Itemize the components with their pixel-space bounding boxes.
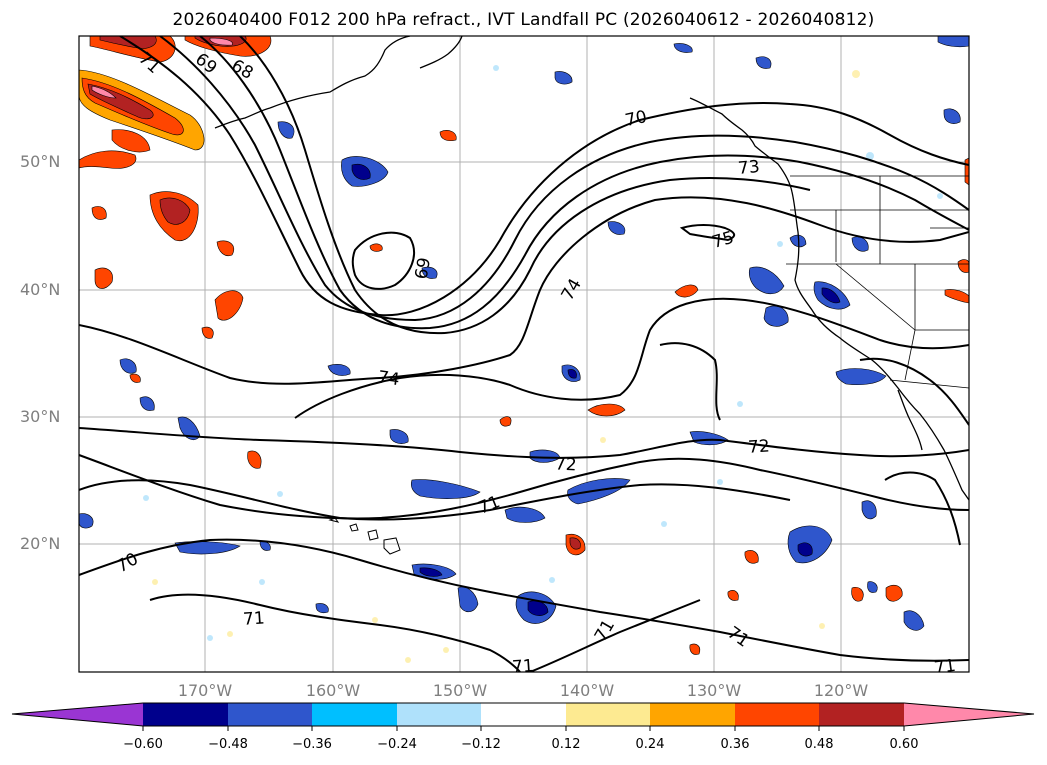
contour-label: 71 <box>242 608 265 629</box>
hawaii-islands <box>328 517 401 555</box>
lat-label-40n: 40°N <box>20 280 61 299</box>
political-borders <box>786 175 969 389</box>
colorbar-swatch <box>819 703 904 726</box>
colorbar-tick-label: 0.12 <box>551 737 581 752</box>
lon-label-170w: 170°W <box>177 681 233 700</box>
contour-label: 74 <box>377 367 401 390</box>
colorbar-tick-label: −0.60 <box>123 737 163 752</box>
colorbar-tick-label: −0.24 <box>377 737 417 752</box>
lon-label-150w: 150°W <box>432 681 488 700</box>
colorbar-tick-label: −0.48 <box>208 737 248 752</box>
map-frame <box>78 35 970 673</box>
contour-label: 72 <box>747 436 770 457</box>
lat-label-50n: 50°N <box>20 152 61 171</box>
colorbar-ticks <box>142 726 905 731</box>
contour-label: 70 <box>623 107 648 131</box>
contour-label: 73 <box>737 157 760 179</box>
colorbar-tick-label: 0.36 <box>720 737 750 752</box>
negative-anomaly-halos <box>143 65 943 641</box>
refractivity-contours <box>79 36 969 672</box>
colorbar-swatch <box>650 703 735 726</box>
colorbar-extend-high <box>904 703 1034 726</box>
colorbar-tick-label: 0.48 <box>804 737 834 752</box>
map-title: 2026040400 F012 200 hPa refract., IVT La… <box>172 10 875 30</box>
lat-label-20n: 20°N <box>20 534 61 553</box>
lon-label-140w: 140°W <box>559 681 615 700</box>
lon-label-130w: 130°W <box>686 681 742 700</box>
lon-label-120w: 120°W <box>813 681 869 700</box>
colorbar-tick-label: 0.60 <box>889 737 919 752</box>
colorbar-tick-label: 0.24 <box>635 737 665 752</box>
colorbar-swatch <box>735 703 819 726</box>
colorbar-swatch <box>566 703 650 726</box>
colorbar-tick-label: −0.36 <box>292 737 332 752</box>
positive-anomaly-patches <box>79 36 969 655</box>
map-background <box>79 36 969 672</box>
contour-label: 72 <box>554 454 577 475</box>
lat-label-30n: 30°N <box>20 407 61 426</box>
coastline <box>214 36 969 501</box>
colorbar-extend-low <box>12 703 143 726</box>
colorbar-swatch <box>481 703 566 726</box>
lon-label-160w: 160°W <box>305 681 361 700</box>
colorbar-swatch <box>228 703 312 726</box>
negative-anomaly-patches <box>79 36 969 631</box>
colorbar-tick-label: −0.12 <box>461 737 501 752</box>
colorbar-swatch <box>397 703 481 726</box>
positive-anomaly-halos <box>152 70 860 663</box>
colorbar-swatch <box>312 703 397 726</box>
colorbar <box>11 702 1035 731</box>
contour-label: 69 <box>412 256 435 281</box>
colorbar-swatch <box>143 703 228 726</box>
contour-label: 71 <box>511 656 534 677</box>
contour-label: 71 <box>933 656 957 679</box>
